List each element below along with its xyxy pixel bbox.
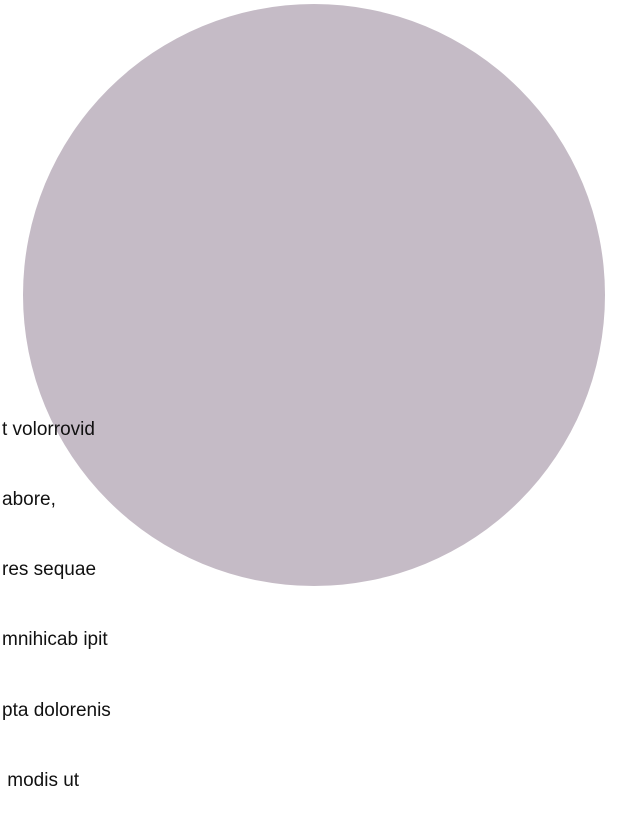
page: t volorrovid abore, res sequae mnihicab …: [2, 4, 605, 791]
paragraph: t volorrovid abore, res sequae mnihicab …: [2, 371, 111, 816]
decorative-circle-canvas: [23, 4, 605, 586]
text-line: t volorrovid: [2, 418, 95, 440]
text-line: abore,: [2, 489, 56, 511]
decorative-circle: [23, 4, 605, 586]
text-line: modis ut: [2, 769, 80, 791]
text-line: mnihicab ipit: [2, 629, 108, 651]
text-line: res sequae: [2, 559, 97, 581]
text-line: pta dolorenis: [2, 699, 111, 721]
